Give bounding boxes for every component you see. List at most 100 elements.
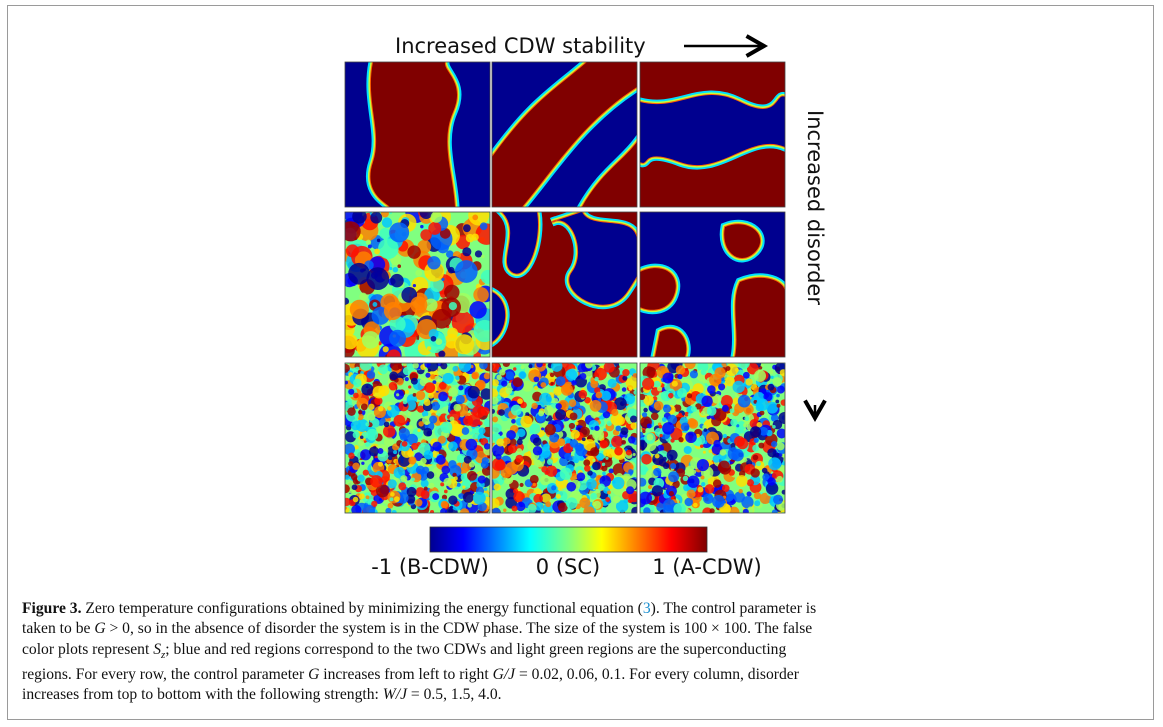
texture-blob	[387, 417, 391, 422]
texture-blob	[480, 388, 490, 400]
texture-blob	[389, 266, 393, 271]
texture-blob	[350, 473, 358, 481]
texture-blob	[492, 408, 495, 414]
texture-blob	[594, 376, 599, 382]
texture-blob	[473, 319, 490, 343]
panel	[345, 363, 490, 513]
texture-blob	[393, 414, 406, 427]
texture-blob	[453, 334, 475, 355]
texture-blob	[347, 407, 356, 416]
equation-ref[interactable]: 3	[642, 600, 651, 617]
texture-blob	[601, 465, 608, 472]
texture-blob	[401, 440, 408, 447]
texture-blob	[528, 364, 533, 369]
panel	[640, 212, 785, 357]
texture-blob	[779, 369, 785, 377]
texture-blob	[349, 299, 369, 319]
texture-blob	[671, 380, 678, 387]
texture-blob	[378, 238, 399, 260]
texture-blob	[540, 382, 547, 388]
texture-blob	[555, 409, 567, 421]
texture-blob	[553, 386, 563, 396]
texture-blob	[721, 484, 730, 493]
texture-blob	[579, 497, 591, 509]
texture-blob	[345, 333, 358, 350]
texture-blob	[475, 379, 486, 391]
texture-blob	[622, 369, 630, 377]
texture-blob	[438, 350, 446, 357]
texture-blob	[406, 486, 417, 497]
texture-blob	[754, 500, 761, 507]
texture-blob	[412, 284, 417, 288]
texture-blob	[778, 453, 783, 457]
texture-blob	[371, 500, 378, 507]
texture-blob	[703, 469, 711, 476]
texture-blob	[430, 374, 436, 380]
texture-blob	[351, 504, 362, 513]
texture-blob	[481, 254, 485, 259]
texture-blob	[607, 378, 617, 388]
texture-blob	[759, 426, 768, 436]
texture-blob	[345, 363, 350, 373]
texture-blob	[483, 443, 490, 450]
texture-blob	[515, 454, 524, 463]
texture-blob	[506, 430, 516, 440]
texture-blob	[465, 233, 475, 243]
texture-blob	[492, 363, 500, 372]
texture-blob	[767, 448, 777, 458]
texture-blob	[742, 371, 750, 379]
texture-blob	[370, 212, 383, 224]
texture-blob	[592, 500, 602, 510]
texture-blob	[658, 458, 667, 467]
texture-blob	[771, 440, 778, 448]
texture-blob	[391, 509, 397, 513]
math: W/J	[382, 686, 408, 704]
texture-blob	[608, 468, 614, 474]
texture-blob	[414, 498, 423, 507]
colorbar-label: 1 (A-CDW)	[652, 555, 762, 579]
texture-blob	[404, 389, 410, 394]
texture-blob	[684, 363, 696, 370]
texture-blob	[673, 502, 686, 513]
texture-blob	[770, 375, 774, 379]
texture-blob	[546, 459, 553, 466]
texture-blob	[706, 406, 717, 416]
texture-blob	[569, 439, 579, 448]
texture-blob	[680, 422, 690, 432]
texture-blob	[577, 427, 581, 431]
texture-blob	[776, 475, 784, 483]
top-label: Increased CDW stability	[395, 34, 646, 58]
texture-blob	[380, 212, 389, 218]
texture-blob	[440, 421, 453, 434]
texture-blob	[602, 411, 611, 419]
texture-blob	[345, 221, 361, 242]
texture-blob	[423, 399, 431, 406]
texture-blob	[359, 435, 364, 440]
texture-blob	[607, 484, 613, 490]
texture-blob	[415, 465, 425, 475]
texture-blob	[590, 492, 598, 500]
caption-text: increases from top to bottom with the fo…	[22, 686, 383, 704]
math-subscript: z	[161, 648, 166, 661]
texture-blob	[722, 433, 728, 439]
texture-blob	[345, 484, 350, 494]
caption-text: taken to be	[22, 620, 95, 638]
texture-blob	[529, 474, 539, 484]
texture-blob	[642, 366, 656, 379]
texture-blob	[477, 475, 486, 484]
texture-blob	[372, 385, 386, 399]
texture-blob	[366, 370, 376, 379]
texture-blob	[448, 301, 458, 311]
texture-blob	[768, 457, 782, 471]
texture-blob	[569, 412, 578, 421]
texture-blob	[366, 267, 390, 291]
texture-blob	[385, 507, 392, 513]
texture-blob	[383, 421, 390, 428]
texture-blob	[756, 422, 763, 428]
texture-blob	[389, 497, 394, 502]
texture-blob	[625, 449, 632, 456]
caption-text: Zero temperature configurations obtained…	[81, 600, 643, 617]
figure-frame	[7, 5, 1154, 720]
texture-blob	[536, 363, 543, 368]
texture-blob	[406, 363, 415, 371]
